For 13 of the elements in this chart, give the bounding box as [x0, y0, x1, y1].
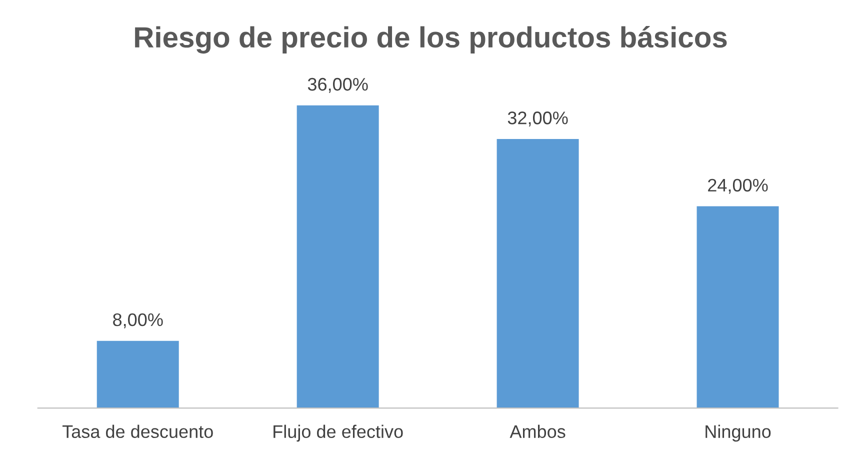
data-label: 8,00%	[113, 313, 163, 328]
x-tick-label: Flujo de efectivo	[274, 424, 403, 442]
bar	[296, 105, 379, 408]
data-label: 32,00%	[508, 112, 568, 126]
data-label: 36,00%	[308, 78, 368, 93]
bar	[696, 206, 779, 408]
x-tick-label: Tasa de descuento	[62, 424, 213, 438]
chart-title: Riesgo de precio de los productos básicos	[135, 26, 727, 54]
x-tick-label: Ambos	[510, 424, 566, 438]
bar	[96, 340, 179, 408]
data-label: 24,00%	[708, 178, 768, 194]
x-tick-label: Ninguno	[706, 424, 771, 442]
bar	[496, 139, 579, 408]
